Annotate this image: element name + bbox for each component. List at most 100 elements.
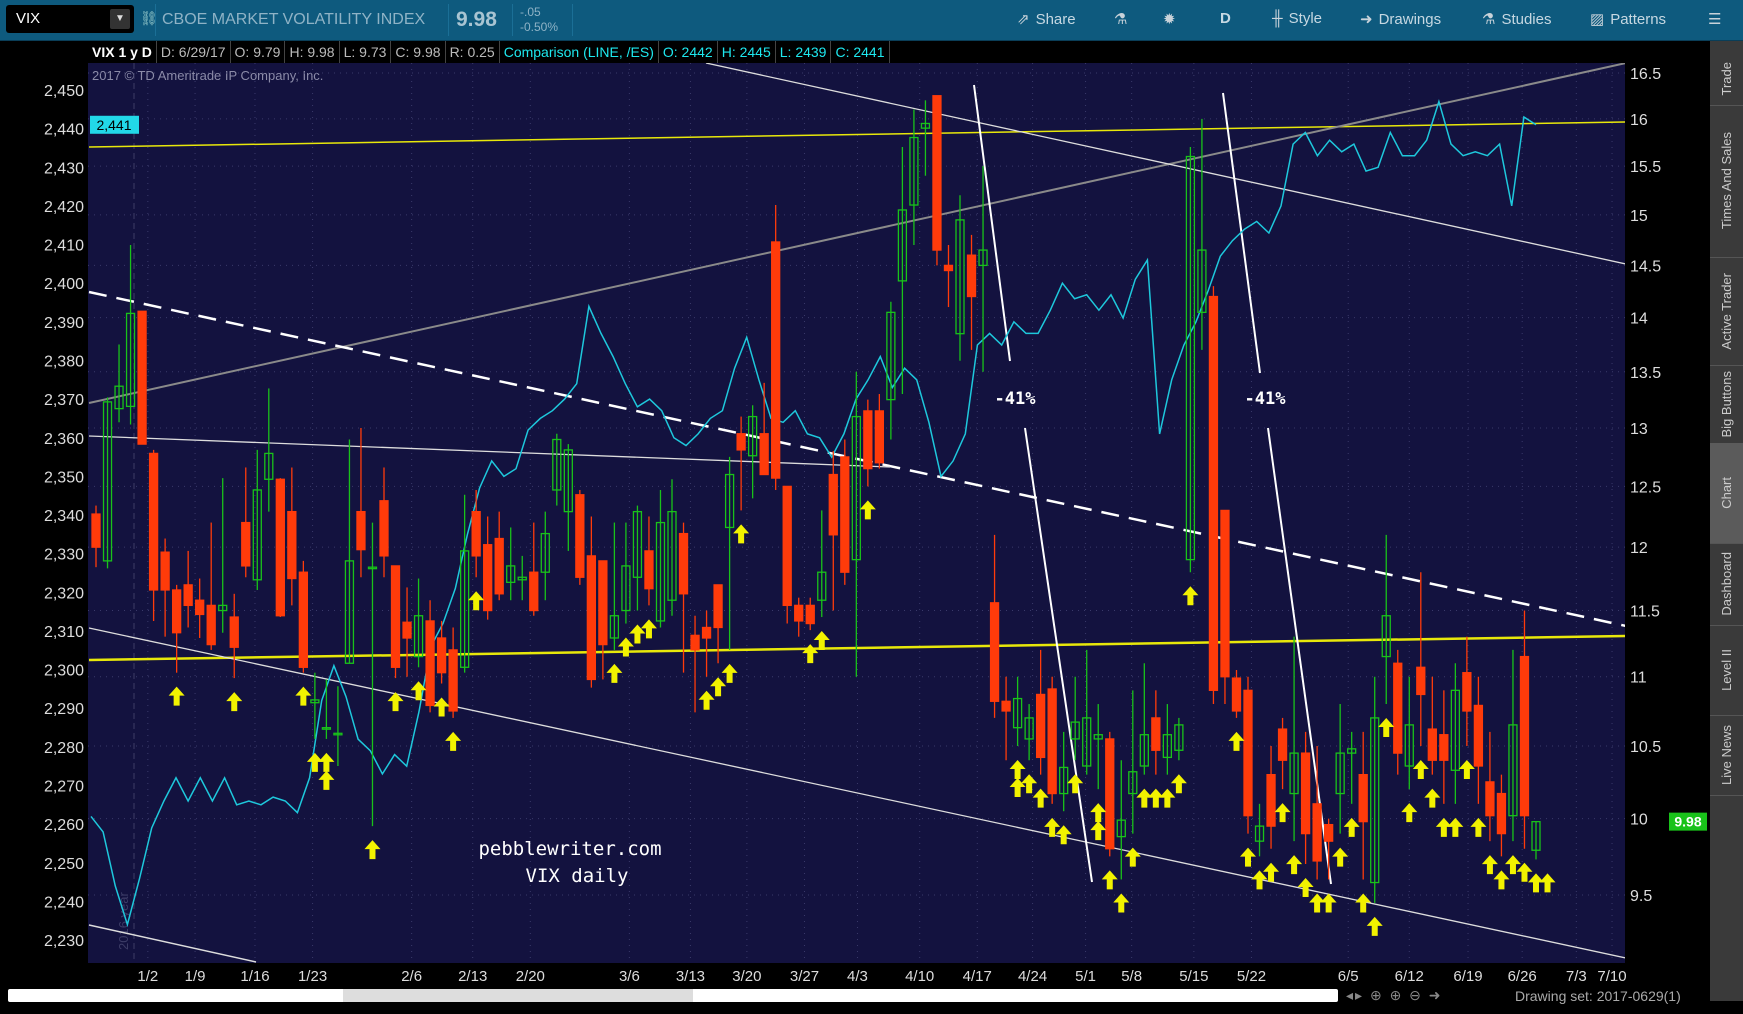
studies-button[interactable]: ⚗ Studies <box>1482 10 1552 28</box>
candle <box>1220 509 1230 705</box>
candle <box>805 597 815 631</box>
candle-body <box>678 532 689 595</box>
candle-body <box>1093 734 1103 740</box>
candle <box>195 578 205 638</box>
signal-arrow-icon <box>859 500 876 520</box>
divider <box>448 4 449 36</box>
candle-body <box>459 550 470 668</box>
right-sidebar: Trade Times And Sales Active Trader Big But… <box>1710 41 1743 1001</box>
candle <box>1450 663 1461 804</box>
left-tick-label: 2,430 <box>44 160 84 177</box>
share-button[interactable]: ⇗ Share <box>1017 10 1076 28</box>
left-tick-label: 2,240 <box>44 894 84 911</box>
candle-body <box>206 604 216 646</box>
left-tick-label: 2,300 <box>44 663 84 680</box>
candle-body <box>448 649 458 712</box>
candle <box>1531 820 1541 860</box>
candle-body <box>1323 823 1334 842</box>
settings-button[interactable]: ✹ <box>1163 10 1182 28</box>
candle <box>1347 731 1357 804</box>
x-tick-label: 4/17 <box>963 968 992 985</box>
sidebar-tab-active-trader[interactable]: Active Trader <box>1710 257 1743 366</box>
scrollbar-thumb[interactable] <box>343 989 693 1002</box>
candle <box>1174 717 1184 761</box>
menu-button[interactable]: ☰ <box>1708 10 1727 28</box>
zoom-controls[interactable]: ◂▸ ⊕ ⊕ ⊖ ➜ <box>1346 987 1443 1003</box>
candle-body <box>333 732 343 736</box>
sidebar-tab-label: Trade <box>1719 62 1734 96</box>
candle-body <box>229 616 239 648</box>
candle-body <box>1174 724 1184 751</box>
candle <box>264 388 274 512</box>
patterns-button[interactable]: ▨ Patterns <box>1590 10 1666 28</box>
flask-icon: ⚗ <box>1482 11 1496 28</box>
right-tick-label: 11.5 <box>1630 604 1660 621</box>
cmp-open: O: 2442 <box>659 41 718 63</box>
last-es-badge <box>90 115 139 134</box>
sidebar-tab-dashboard[interactable]: Dashboard <box>1710 543 1743 626</box>
candle-body <box>390 565 401 668</box>
candle <box>621 522 631 624</box>
drawings-button[interactable]: ➜ Drawings <box>1360 10 1441 28</box>
candle-body <box>563 449 573 513</box>
signal-arrow-icon <box>1021 774 1038 794</box>
signal-arrow-icon <box>1320 893 1337 913</box>
signal-arrow-icon <box>1101 870 1118 890</box>
candle-body <box>321 727 332 730</box>
candle-body <box>517 576 527 581</box>
candle-body <box>609 615 620 639</box>
sidebar-tab-live-news[interactable]: Live News <box>1710 715 1743 796</box>
flask-button[interactable]: ⚗ <box>1114 10 1133 28</box>
sidebar-tab-times-and-sales[interactable]: Times And Sales <box>1710 105 1743 258</box>
horizontal-scrollbar[interactable] <box>8 989 1338 1002</box>
candle-body <box>1347 748 1357 754</box>
candle-body <box>701 626 712 639</box>
candle <box>1001 676 1011 761</box>
divider <box>512 4 513 36</box>
signal-arrow-icon <box>1366 916 1383 936</box>
period-button[interactable]: D <box>1220 10 1231 27</box>
candle <box>575 489 585 585</box>
candle-body <box>1231 677 1242 712</box>
sidebar-tab-big-buttons[interactable]: Big Buttons <box>1710 365 1743 444</box>
candle <box>1404 676 1414 790</box>
x-tick-label: 3/13 <box>676 968 705 985</box>
candle-body <box>851 415 861 561</box>
chart-info-bar: VIX 1 y D D: 6/29/17 O: 9.79 H: 9.98 L: 9.73… <box>88 41 890 63</box>
style-button[interactable]: ╫ Style <box>1272 10 1322 27</box>
right-tick-label: 9.5 <box>1630 888 1652 905</box>
left-tick-label: 2,270 <box>44 779 84 796</box>
signal-arrow-icon <box>1470 817 1487 837</box>
candle-body <box>690 634 700 651</box>
copyright-watermark: 2017 © TD Ameritrade IP Company, Inc. <box>92 68 324 83</box>
signal-arrow-icon <box>306 752 323 772</box>
signal-arrow-icon <box>1009 760 1026 780</box>
candle <box>390 565 401 679</box>
candle-body <box>655 521 666 622</box>
sidebar-tab-trade[interactable]: Trade <box>1710 53 1743 106</box>
candle <box>771 205 781 490</box>
candle <box>1335 704 1345 834</box>
sidebar-tab-level-ii[interactable]: Level II <box>1710 625 1743 716</box>
candle-body <box>1335 752 1345 795</box>
candle-body <box>1001 700 1011 712</box>
x-tick-label: 7/3 <box>1566 968 1587 985</box>
candle <box>955 195 965 361</box>
symbol-selector[interactable]: VIX ▼ <box>6 5 134 33</box>
candle <box>459 494 470 673</box>
candle <box>413 578 424 668</box>
candle-body <box>1462 672 1472 712</box>
sidebar-tab-chart[interactable]: Chart <box>1710 443 1743 544</box>
right-tick-label: 14.5 <box>1630 258 1661 275</box>
link-icon[interactable]: ⛓ <box>140 10 158 26</box>
candle-body <box>909 136 919 206</box>
signal-arrow-icon <box>1113 893 1130 913</box>
left-tick-label: 2,380 <box>44 353 84 370</box>
chevron-down-icon[interactable]: ▼ <box>110 9 130 29</box>
gear-icon: ✹ <box>1163 11 1176 28</box>
signal-arrow-icon <box>1458 760 1475 780</box>
sidebar-tab-label: Big Buttons <box>1719 370 1734 438</box>
candle <box>609 522 620 650</box>
signal-arrow-icon <box>1309 893 1326 913</box>
